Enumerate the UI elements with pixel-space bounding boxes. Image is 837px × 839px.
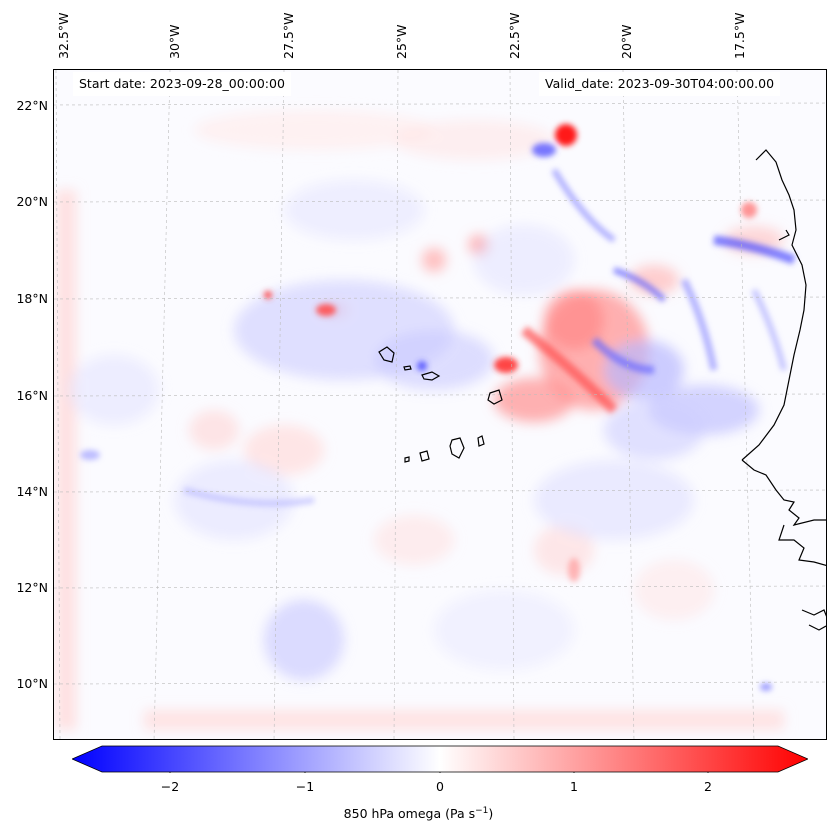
colorbar-tick-label: −2 xyxy=(160,779,180,794)
lat-tick-label: 16°N xyxy=(16,388,48,403)
lat-tick-label: 20°N xyxy=(16,194,48,209)
lon-tick-label: 20°W xyxy=(619,24,634,59)
colorbar-tick-label: 0 xyxy=(436,779,444,794)
lon-tick-label: 32.5°W xyxy=(56,12,71,59)
colorbar xyxy=(70,745,810,776)
lat-tick-label: 10°N xyxy=(16,676,48,691)
lat-tick-label: 14°N xyxy=(16,484,48,499)
graticule xyxy=(54,70,826,739)
colorbar-tick-label: −1 xyxy=(295,779,315,794)
lon-tick-label: 30°W xyxy=(167,24,182,59)
lat-tick-label: 18°N xyxy=(16,291,48,306)
map-panel xyxy=(53,69,827,740)
coastline xyxy=(378,149,826,631)
lon-tick-label: 27.5°W xyxy=(281,12,296,59)
colorbar-tick-label: 2 xyxy=(704,779,712,794)
omega-strong-features xyxy=(80,124,796,691)
omega-blobs xyxy=(56,110,784,730)
omega-field xyxy=(54,70,826,739)
lon-tick-label: 17.5°W xyxy=(732,12,747,59)
lat-tick-label: 12°N xyxy=(16,580,48,595)
lon-tick-label: 25°W xyxy=(394,24,409,59)
colorbar-label: 850 hPa omega (Pa s−1) xyxy=(343,806,494,822)
colorbar-tick-label: 1 xyxy=(570,779,578,794)
valid-date-label: Valid_date: 2023-09-30T04:00:00.00 xyxy=(539,72,781,96)
lat-tick-label: 22°N xyxy=(16,98,48,113)
start-date-label: Start date: 2023-09-28_00:00:00 xyxy=(73,72,291,96)
lon-tick-label: 22.5°W xyxy=(507,12,522,59)
